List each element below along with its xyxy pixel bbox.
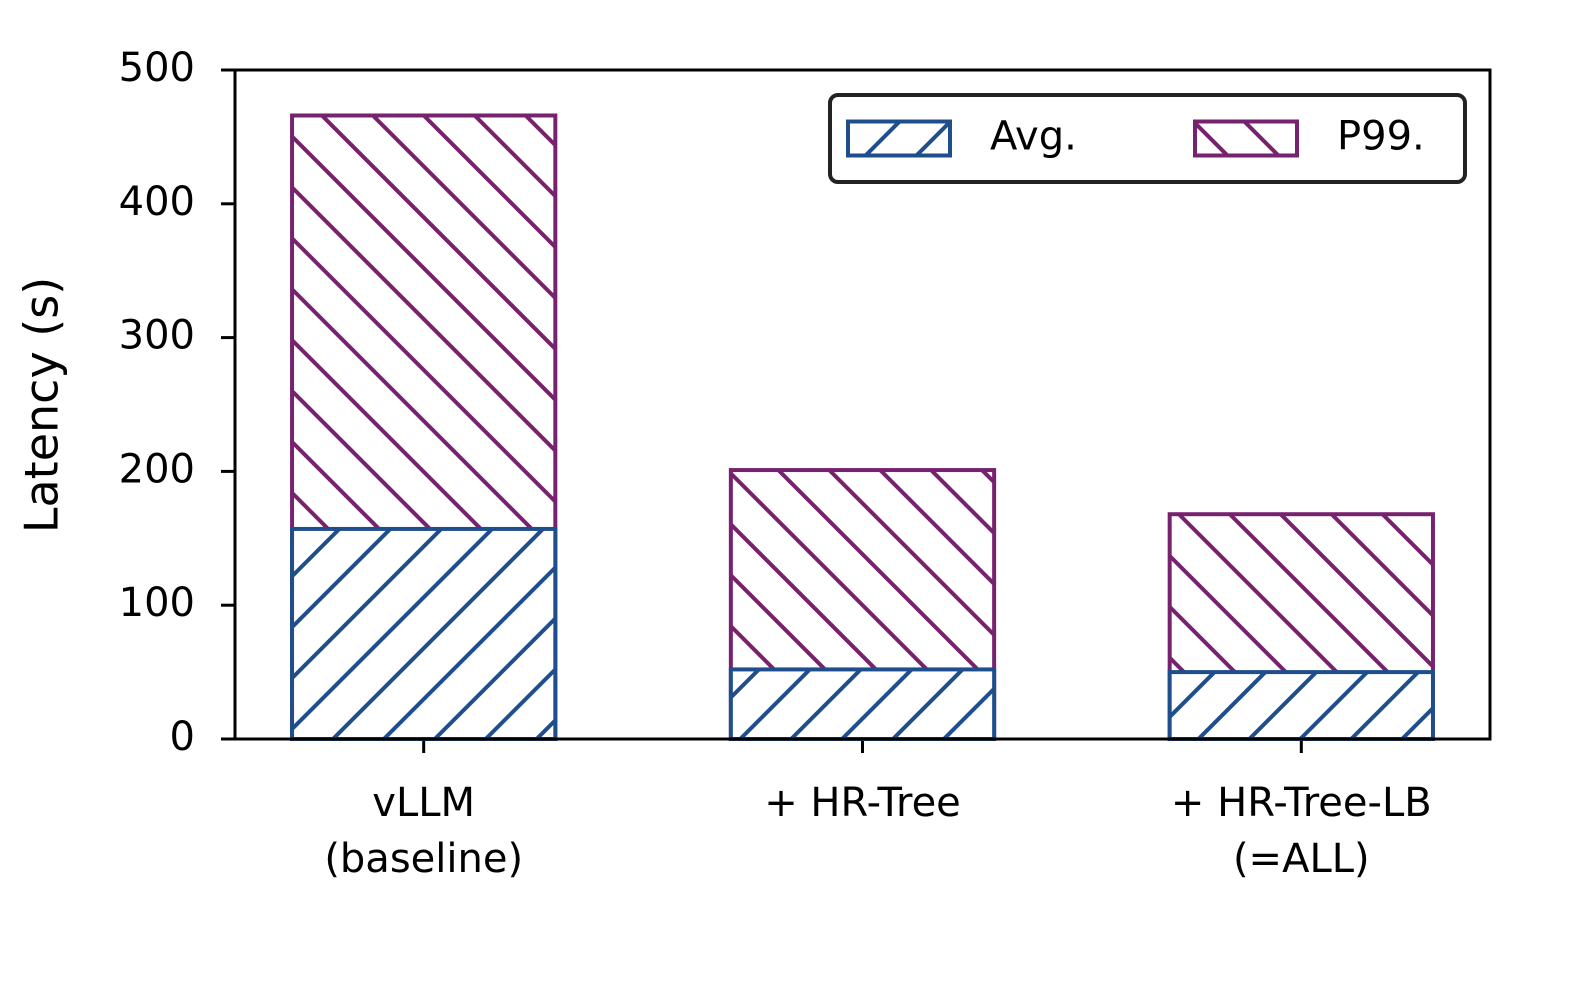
legend-swatch <box>1193 119 1299 158</box>
plot-frame <box>233 68 1492 741</box>
y-axis-label: Latency (s) <box>15 277 69 533</box>
legend-label: P99. <box>1337 114 1425 160</box>
x-tick-label: + HR-Tree-LB (=ALL) <box>1170 780 1432 882</box>
y-tick-label: 500 <box>119 45 195 91</box>
x-tick-label: + HR-Tree <box>764 780 961 826</box>
bar <box>728 667 997 742</box>
y-tick-label: 100 <box>119 580 195 626</box>
y-tick-label: 300 <box>119 313 195 359</box>
y-tick-label: 400 <box>119 179 195 225</box>
bar <box>1167 670 1435 741</box>
legend-swatch <box>846 119 952 158</box>
y-tick-label: 0 <box>170 714 195 760</box>
x-tick-label: vLLM (baseline) <box>324 780 524 882</box>
bar <box>290 526 558 742</box>
legend-label: Avg. <box>990 114 1077 160</box>
legend-box <box>828 93 1467 184</box>
y-tick-label: 200 <box>119 446 195 492</box>
